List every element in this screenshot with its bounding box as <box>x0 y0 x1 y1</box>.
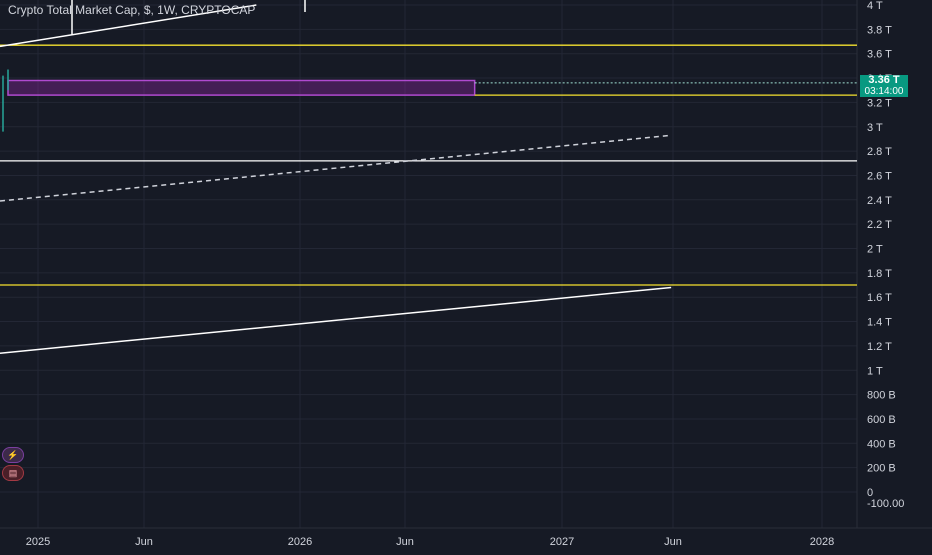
range-box <box>7 79 476 96</box>
y-tick-label: 1.6 T <box>867 292 892 304</box>
x-tick-label: 2028 <box>810 536 834 548</box>
y-tick-label: 2.2 T <box>867 219 892 231</box>
y-tick-label: 800 B <box>867 390 896 402</box>
chart-title: Crypto Total Market Cap, $, 1W, CRYPTOCA… <box>8 3 256 17</box>
y-tick-label: 3 T <box>867 122 883 134</box>
y-tick-label: 3.6 T <box>867 49 892 61</box>
y-tick-label: 400 B <box>867 438 896 450</box>
y-tick-label: 200 B <box>867 463 896 475</box>
x-tick-label: Jun <box>396 536 414 548</box>
flag-icon[interactable]: ▤ <box>2 465 24 481</box>
x-tick-label: 2027 <box>550 536 574 548</box>
y-tick-label: 600 B <box>867 414 896 426</box>
price-badge: 3.36 T <box>860 75 908 86</box>
y-tick-label: 3.2 T <box>867 97 892 109</box>
trendline <box>0 4 257 48</box>
countdown-badge: 03:14:00 <box>860 86 908 97</box>
y-tick-label: 2.6 T <box>867 170 892 182</box>
y-tick-label: 4 T <box>867 0 883 12</box>
y-tick-label: 3.8 T <box>867 24 892 36</box>
y-tick-label: 2 T <box>867 244 883 256</box>
y-tick-label: 2.8 T <box>867 146 892 158</box>
y-tick-label: 1.4 T <box>867 317 892 329</box>
x-tick-label: 2026 <box>288 536 312 548</box>
y-tick-label: 2.4 T <box>867 195 892 207</box>
trendline <box>0 134 672 202</box>
trendline <box>0 286 672 354</box>
x-tick-label: Jun <box>135 536 153 548</box>
y-tick-label: -100.00 <box>867 498 904 510</box>
y-tick-label: 1 T <box>867 365 883 377</box>
y-tick-label: 0 <box>867 487 873 499</box>
x-tick-label: Jun <box>664 536 682 548</box>
y-tick-label: 1.2 T <box>867 341 892 353</box>
y-tick-label: 1.8 T <box>867 268 892 280</box>
lightning-icon[interactable]: ⚡ <box>2 447 24 463</box>
x-tick-label: 2025 <box>26 536 50 548</box>
